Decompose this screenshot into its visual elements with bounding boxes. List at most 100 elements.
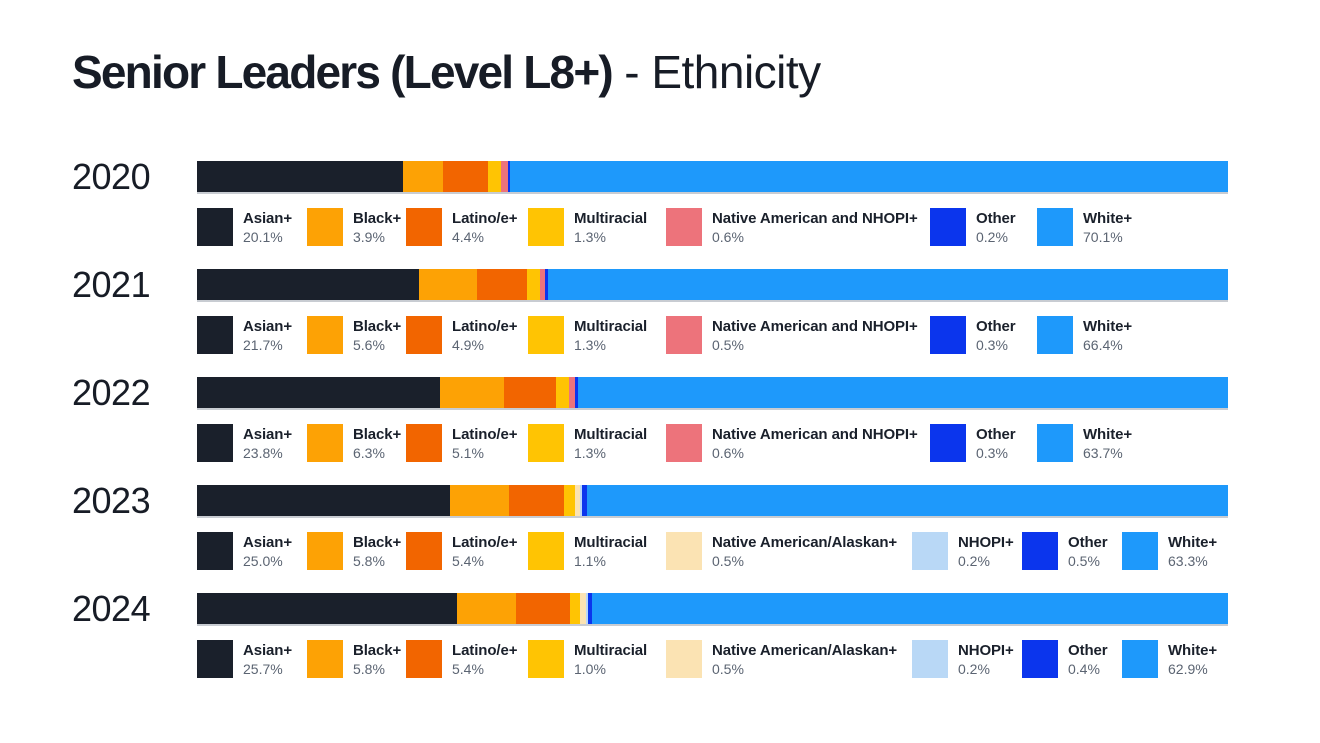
legend-text: Other 0.2% [976,208,1016,246]
legend-item-multiracial: Multiracial 1.3% [528,316,666,356]
bar-segment-latino-e [508,485,564,516]
legend-percent: 70.1% [1083,229,1123,245]
legend-item-asian: Asian+ 20.1% [197,208,307,248]
legend-item-multiracial: Multiracial 1.0% [528,640,666,680]
legend-swatch-icon [406,532,442,570]
stacked-bar-2024 [197,593,1229,624]
legend-label: Other [976,426,1016,443]
legend-text: Asian+ 20.1% [243,208,292,246]
legend-text: Latino/e+ 4.4% [452,208,517,246]
legend-text: Black+ 5.8% [353,532,401,570]
legend-item-multiracial: Multiracial 1.1% [528,532,666,572]
legend-text: Multiracial 1.3% [574,208,647,246]
legend-swatch-icon [1122,532,1158,570]
legend-row-2024: Asian+ 25.7% Black+ 5.8% Latino/e+ 5.4% Multir… [197,640,1228,680]
legend-item-latino-e: Latino/e+ 5.4% [406,640,528,680]
bar-segment-black [403,161,443,192]
legend-label: Other [976,210,1016,227]
year-row-2022: 2022 Asian+ 23.8% Black+ 6.3% Latino/e+ 5.1% Mu… [72,372,1228,464]
legend-text: White+ 62.9% [1168,640,1217,678]
legend-percent: 0.6% [712,445,744,461]
legend-percent: 5.4% [452,661,484,677]
legend-percent: 66.4% [1083,337,1123,353]
bar-segment-nhopi [585,593,588,624]
legend-percent: 0.5% [1068,553,1100,569]
legend-percent: 0.5% [712,553,744,569]
legend-percent: 0.4% [1068,661,1100,677]
year-row-2020: 2020 Asian+ 20.1% Black+ 3.9% Latino/e+ 4.4% Mu… [72,156,1229,248]
legend-text: Multiracial 1.3% [574,316,647,354]
legend-text: White+ 63.3% [1168,532,1217,570]
legend-swatch-icon [1022,532,1058,570]
legend-swatch-icon [528,532,564,570]
legend-swatch-icon [912,532,948,570]
legend-percent: 63.7% [1083,445,1123,461]
legend-percent: 21.7% [243,337,283,353]
legend-label: Black+ [353,642,402,659]
legend-swatch-icon [912,640,948,678]
legend-percent: 1.1% [574,553,606,569]
legend-text: Latino/e+ 5.4% [452,640,517,678]
legend-text: Multiracial 1.0% [574,640,647,678]
year-row-2021: 2021 Asian+ 21.7% Black+ 5.6% Latino/e+ 4.9% Mu… [72,264,1229,356]
legend-row-2021: Asian+ 21.7% Black+ 5.6% Latino/e+ 4.9% Multir… [197,316,1228,356]
legend-label: Multiracial [574,318,648,335]
legend-swatch-icon [406,640,442,678]
legend-swatch-icon [528,316,564,354]
legend-item-native-american-alaskan: Native American/Alaskan+ 0.5% [666,532,912,572]
bar-segment-native-american-alaskan [574,485,580,516]
legend-percent: 62.9% [1168,661,1208,677]
bar-segment-black [450,485,509,516]
legend-percent: 5.6% [353,337,385,353]
legend-percent: 3.9% [353,229,385,245]
legend-item-other: Other 0.3% [930,424,1037,464]
legend-item-native-american-and-nhopi: Native American and NHOPI+ 0.5% [666,316,930,356]
legend-item-nhopi: NHOPI+ 0.2% [912,640,1022,680]
legend-item-black: Black+ 5.8% [307,640,406,680]
legend-swatch-icon [197,424,233,462]
year-row-content: Asian+ 25.0% Black+ 5.8% Latino/e+ 5.4% Multir… [197,485,1228,572]
bar-segment-black [457,593,516,624]
legend-text: Black+ 5.6% [353,316,401,354]
legend-percent: 25.7% [243,661,283,677]
legend-item-black: Black+ 5.6% [307,316,406,356]
legend-label: White+ [1168,534,1217,551]
legend-swatch-icon [307,316,343,354]
legend-item-native-american-alaskan: Native American/Alaskan+ 0.5% [666,640,912,680]
bar-segment-native-american-alaskan [580,593,586,624]
year-row-content: Asian+ 20.1% Black+ 3.9% Latino/e+ 4.4% Multir… [197,161,1229,248]
legend-swatch-icon [930,208,966,246]
legend-text: Other 0.4% [1068,640,1108,678]
legend-swatch-icon [666,316,702,354]
year-row-content: Asian+ 23.8% Black+ 6.3% Latino/e+ 5.1% Multir… [197,377,1228,464]
legend-text: Black+ 3.9% [353,208,401,246]
legend-item-latino-e: Latino/e+ 4.9% [406,316,528,356]
legend-text: Black+ 6.3% [353,424,401,462]
legend-percent: 0.5% [712,661,744,677]
year-row-2023: 2023 Asian+ 25.0% Black+ 5.8% Latino/e+ 5.4% Mu… [72,480,1228,572]
bar-segment-nhopi [579,485,582,516]
legend-swatch-icon [1022,640,1058,678]
legend-text: Multiracial 1.1% [574,532,647,570]
legend-swatch-icon [197,640,233,678]
legend-text: Other 0.3% [976,424,1016,462]
legend-label: White+ [1168,642,1217,659]
page-title-subtitle: - Ethnicity [611,46,821,98]
legend-text: Latino/e+ 4.9% [452,316,517,354]
legend-text: Asian+ 25.7% [243,640,292,678]
legend-text: Asian+ 21.7% [243,316,292,354]
bar-segment-white [578,377,1228,408]
legend-swatch-icon [528,208,564,246]
legend-item-other: Other 0.3% [930,316,1037,356]
legend-percent: 20.1% [243,229,283,245]
legend-item-black: Black+ 6.3% [307,424,406,464]
legend-label: Other [1068,642,1108,659]
legend-swatch-icon [406,424,442,462]
legend-item-native-american-and-nhopi: Native American and NHOPI+ 0.6% [666,424,930,464]
legend-item-white: White+ 70.1% [1037,208,1228,248]
legend-swatch-icon [666,640,702,678]
legend-label: Asian+ [243,318,293,335]
legend-label: White+ [1083,426,1132,443]
legend-label: White+ [1083,318,1132,335]
legend-label: Native American and NHOPI+ [712,318,918,335]
